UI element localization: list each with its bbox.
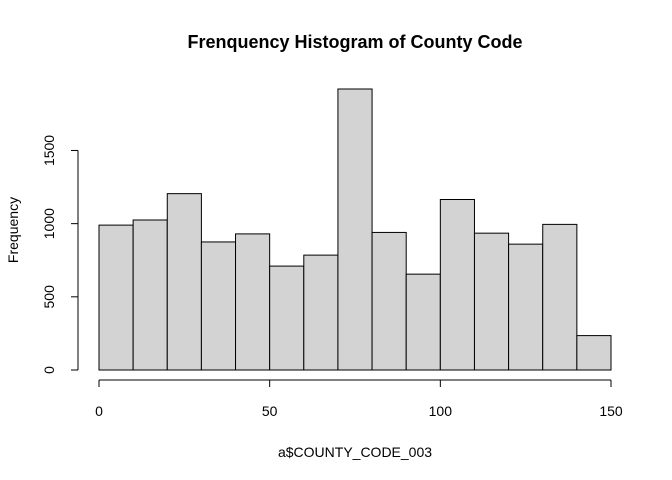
- histogram-bar: [371, 231, 407, 371]
- y-axis-label: Frequency: [5, 197, 21, 263]
- x-tick-label: 150: [599, 403, 623, 419]
- histogram-bar: [98, 224, 134, 371]
- histogram-bar: [235, 233, 271, 371]
- histogram-bar: [166, 193, 202, 371]
- y-tick-label: 0: [41, 366, 57, 374]
- histogram-bar: [405, 273, 441, 371]
- y-tick-label: 1500: [41, 135, 57, 166]
- bars-group: [98, 88, 612, 371]
- histogram-bar: [132, 219, 168, 371]
- histogram-bar: [439, 198, 475, 371]
- histogram-bar: [576, 335, 612, 371]
- x-tick-label: 0: [95, 403, 103, 419]
- chart-title: Frenquency Histogram of County Code: [187, 32, 522, 52]
- y-tick-label: 1000: [41, 208, 57, 239]
- x-tick-label: 100: [429, 403, 453, 419]
- histogram-bar: [269, 265, 305, 371]
- y-tick-label: 500: [41, 285, 57, 309]
- y-axis: 0 500 1000 1500: [41, 135, 79, 374]
- histogram-bar: [473, 232, 510, 371]
- x-axis-label: a$COUNTY_CODE_003: [278, 444, 432, 460]
- x-tick-label: 50: [262, 403, 278, 419]
- histogram-bar: [200, 241, 237, 371]
- histogram-bar: [542, 223, 578, 371]
- histogram-bar: [337, 88, 373, 371]
- histogram-bar: [508, 243, 544, 371]
- histogram-bar: [303, 254, 339, 371]
- x-axis: 0 50 100 150: [95, 379, 623, 419]
